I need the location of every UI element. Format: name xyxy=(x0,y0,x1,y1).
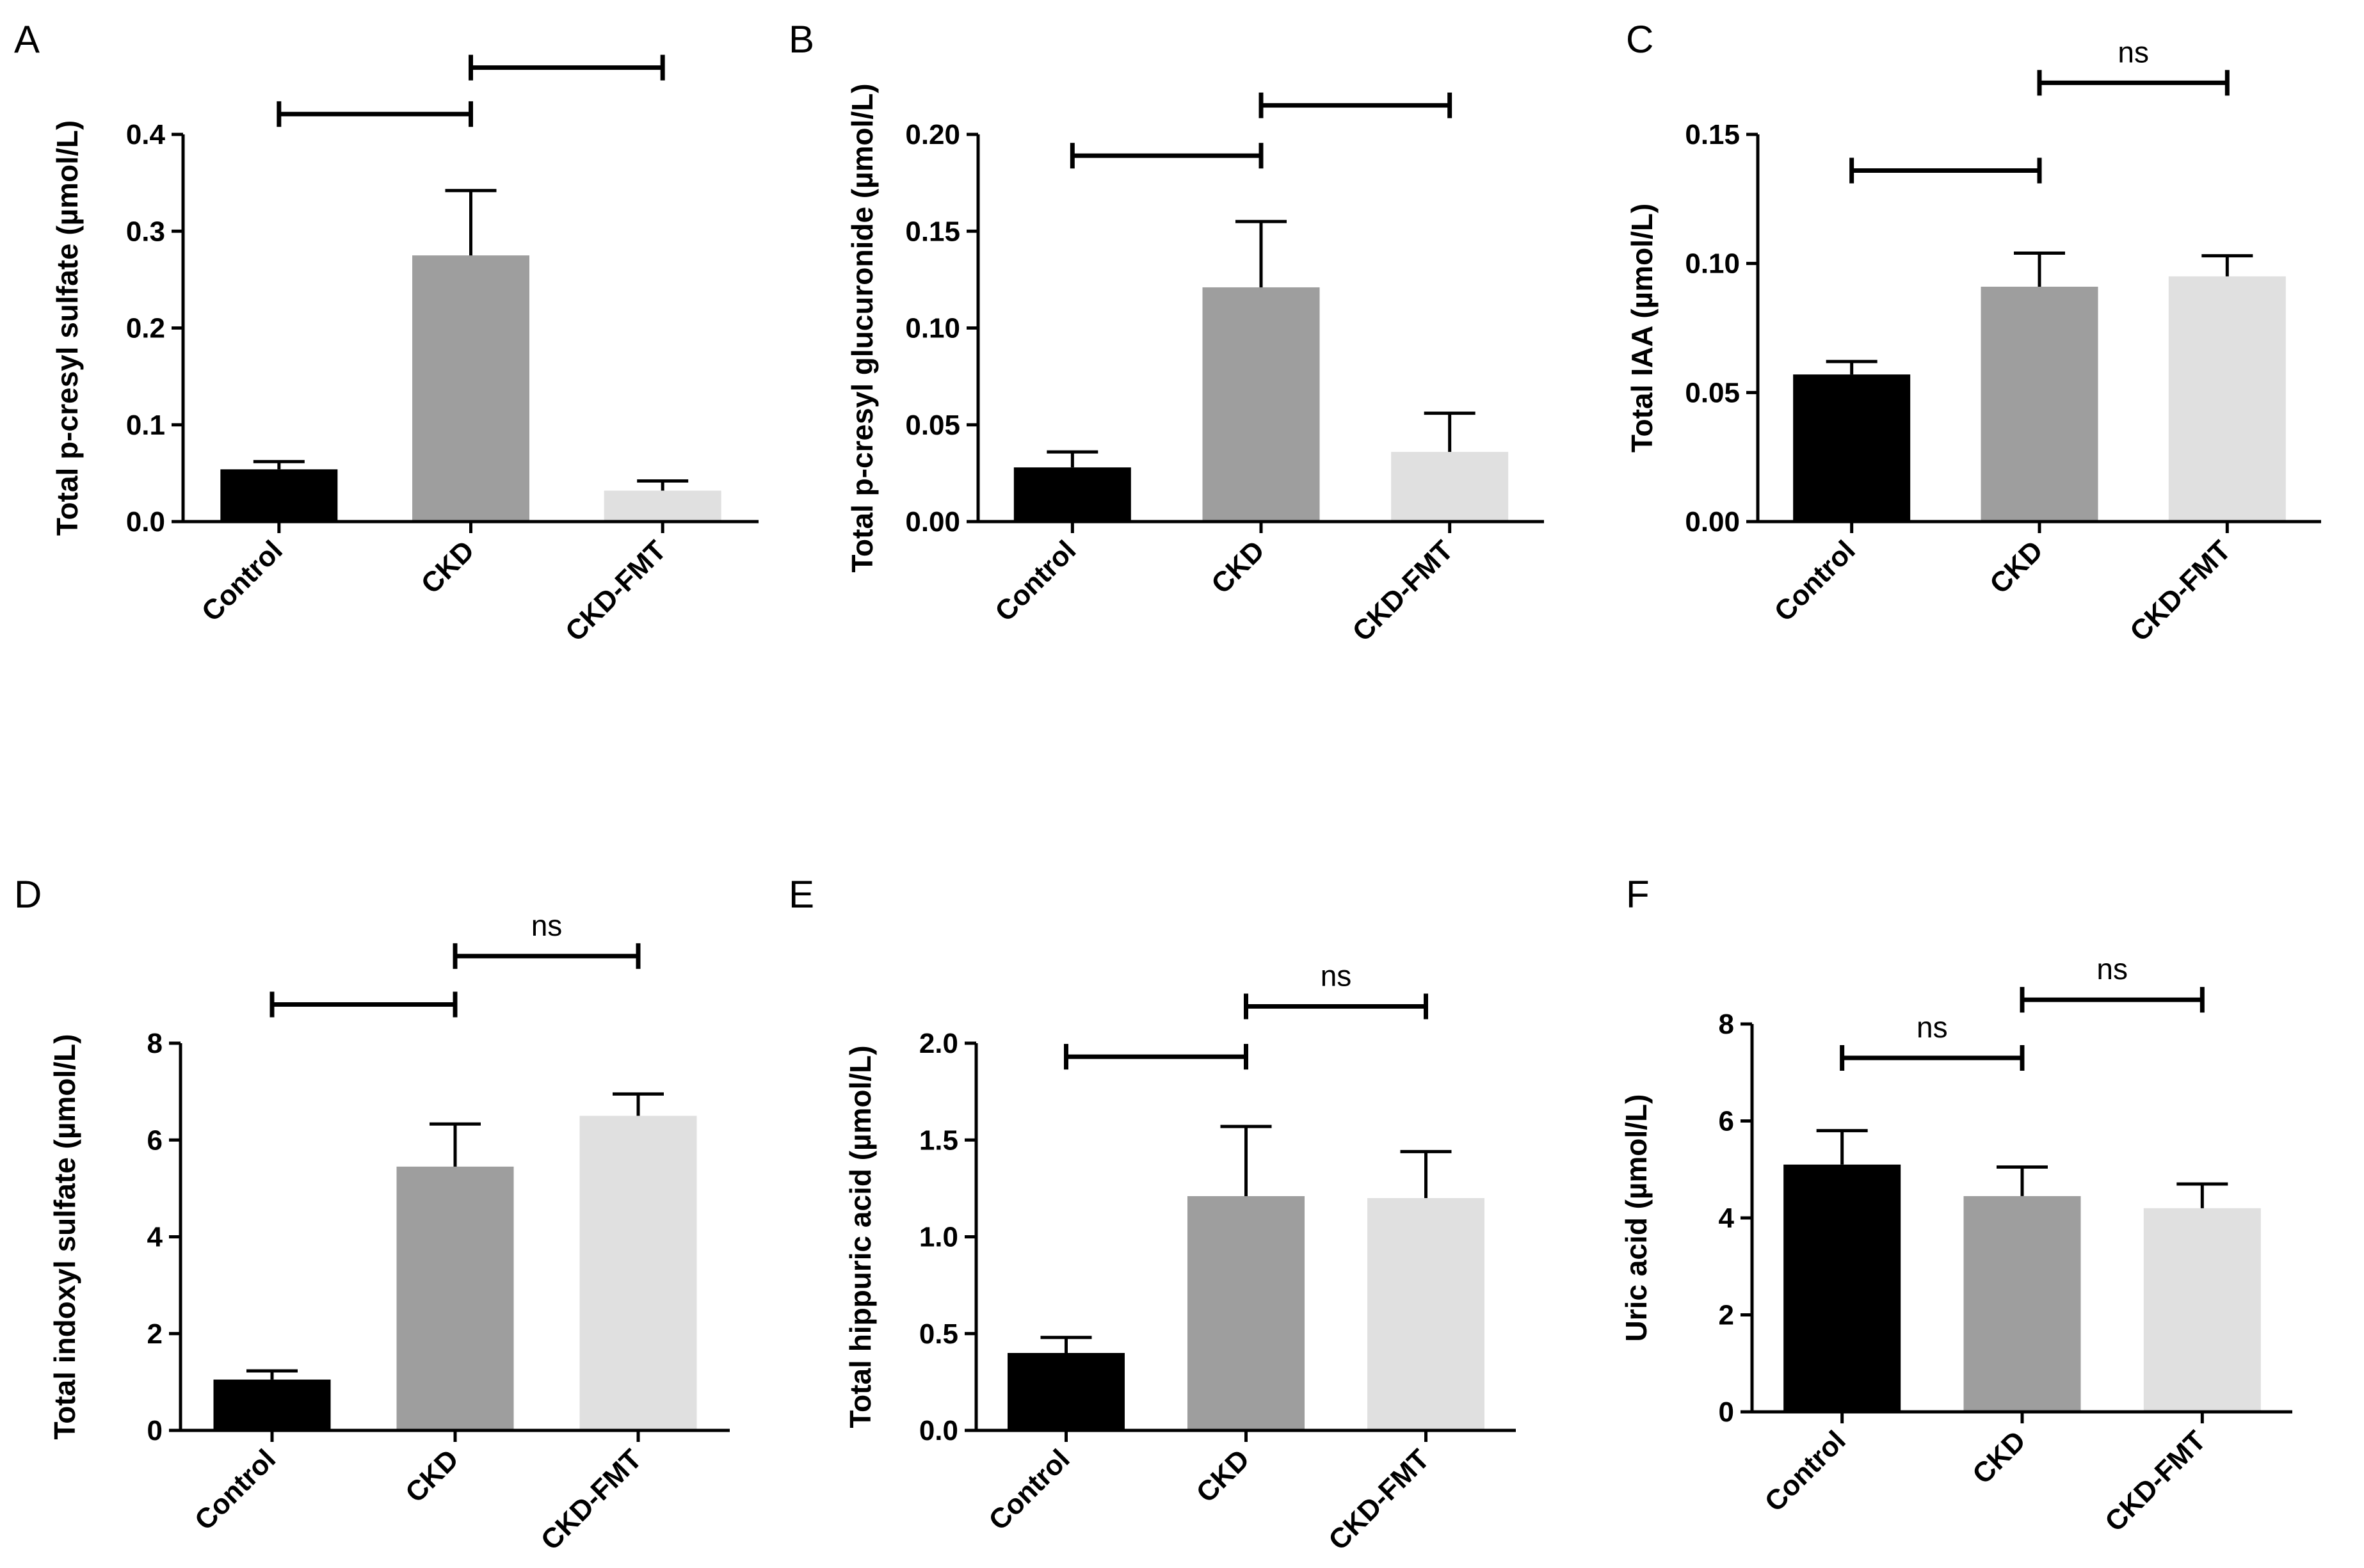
panel-d: D 0 2 4 6 8 Control CKD CKD-FMT Total indoxyl sul… xyxy=(14,873,730,1556)
x-tick-label: Control xyxy=(189,1443,282,1536)
x-tick-label: Control xyxy=(1768,534,1861,627)
y-tick-label: 0.20 xyxy=(905,119,960,150)
x-tick-label: CKD xyxy=(1205,534,1271,600)
y-tick-label: 0.10 xyxy=(1685,248,1740,280)
x-tick-label: CKD-FMT xyxy=(2099,1425,2212,1537)
panel-letter: B xyxy=(789,18,814,61)
bar-control xyxy=(220,469,338,522)
bar-ckd xyxy=(1187,1196,1305,1430)
x-tick-label: CKD-FMT xyxy=(559,534,672,647)
y-axis-title: Total IAA (µmol/L) xyxy=(1625,204,1659,452)
y-tick-label: 6 xyxy=(1719,1106,1734,1137)
x-tick-label: Control xyxy=(196,534,289,627)
y-tick-label: 1.0 xyxy=(919,1222,958,1253)
x-tick-label: CKD-FMT xyxy=(1346,534,1459,647)
bar-control xyxy=(1793,374,1911,522)
x-tick-label: Control xyxy=(1758,1425,1851,1517)
panel-a: A 0.0 0.1 0.2 0.3 0.4 Control CKD CKD-FMT Total p… xyxy=(14,18,759,648)
panel-c: C 0.00 0.05 0.10 0.15 Control CKD CKD-FMT Total … xyxy=(1625,18,2321,648)
bar-ckd xyxy=(396,1166,514,1430)
y-tick-label: 0.4 xyxy=(126,119,166,150)
y-tick-label: 4 xyxy=(147,1222,163,1253)
y-axis-title: Total p-cresyl glucuronide (µmol/L) xyxy=(846,83,879,572)
y-axis-title: Uric acid (µmol/L) xyxy=(1620,1094,1653,1342)
y-tick-label: 0.05 xyxy=(1685,377,1740,408)
significance-label: ns xyxy=(1917,1011,1948,1044)
x-tick-label: CKD xyxy=(1191,1443,1256,1508)
x-tick-label: Control xyxy=(983,1443,1075,1536)
y-tick-label: 2 xyxy=(147,1318,163,1350)
y-tick-label: 0.3 xyxy=(126,216,165,247)
x-tick-label: CKD-FMT xyxy=(535,1443,648,1556)
significance-label: ns xyxy=(531,909,563,942)
bar-ckd-fmt xyxy=(2168,276,2286,522)
bar-ckd xyxy=(1963,1196,2081,1412)
y-axis-title: Total p-cresyl sulfate (µmol/L) xyxy=(51,120,84,536)
x-tick-label: CKD-FMT xyxy=(2124,534,2237,647)
y-tick-label: 2.0 xyxy=(919,1028,958,1059)
bar-control xyxy=(1783,1164,1901,1412)
y-tick-label: 8 xyxy=(147,1028,163,1059)
bar-ckd-fmt xyxy=(1391,452,1509,522)
significance-label: ns xyxy=(2096,952,2128,986)
x-tick-label: Control xyxy=(989,534,1082,627)
y-tick-label: 0.15 xyxy=(1685,119,1740,150)
y-tick-label: 1.5 xyxy=(919,1124,958,1156)
panel-letter: A xyxy=(14,18,40,61)
panel-e: E 0.0 0.5 1.0 1.5 2.0 Control CKD CKD-FMT Total h… xyxy=(789,873,1516,1556)
panel-letter: C xyxy=(1626,18,1653,61)
y-tick-label: 0.00 xyxy=(1685,506,1740,538)
bar-control xyxy=(213,1379,331,1430)
bar-ckd xyxy=(1981,286,2098,522)
significance-label: ns xyxy=(1321,959,1352,993)
x-tick-label: CKD xyxy=(1966,1425,2032,1490)
y-tick-label: 2 xyxy=(1719,1300,1734,1331)
y-tick-label: 8 xyxy=(1719,1009,1734,1040)
y-tick-label: 0.5 xyxy=(919,1318,958,1350)
bar-ckd-fmt xyxy=(2143,1208,2261,1412)
bar-ckd-fmt xyxy=(579,1116,697,1430)
bar-ckd xyxy=(1202,287,1320,522)
y-tick-label: 0.0 xyxy=(919,1415,958,1446)
x-tick-label: CKD xyxy=(399,1443,465,1508)
y-tick-label: 0.1 xyxy=(126,410,165,441)
y-tick-label: 0 xyxy=(1719,1396,1734,1428)
y-tick-label: 0.15 xyxy=(905,216,960,247)
x-tick-label: CKD xyxy=(1984,534,2049,600)
significance-label: ns xyxy=(2118,35,2149,68)
bar-control xyxy=(1008,1353,1125,1430)
x-tick-label: CKD-FMT xyxy=(1323,1443,1435,1556)
panel-letter: E xyxy=(789,873,814,916)
bar-ckd-fmt xyxy=(1367,1198,1484,1430)
bar-ckd-fmt xyxy=(604,490,721,522)
bar-control xyxy=(1013,467,1131,522)
panel-f: F 0 2 4 6 8 Control CKD CKD-FMT Uric acid (µmol/L… xyxy=(1620,873,2292,1538)
panel-letter: D xyxy=(14,873,42,916)
y-tick-label: 4 xyxy=(1719,1203,1735,1234)
y-tick-label: 0.0 xyxy=(126,506,165,538)
x-tick-label: CKD xyxy=(415,534,481,600)
y-tick-label: 0.2 xyxy=(126,313,165,344)
y-axis-title: Total indoxyl sulfate (µmol/L) xyxy=(48,1034,81,1440)
panel-b: B 0.00 0.05 0.10 0.15 0.20 Control CKD CKD-FMT To… xyxy=(789,18,1544,648)
y-tick-label: 6 xyxy=(147,1124,163,1156)
y-tick-label: 0.05 xyxy=(905,410,960,441)
y-tick-label: 0.10 xyxy=(905,313,960,344)
panel-letter: F xyxy=(1626,873,1650,916)
bar-ckd xyxy=(412,255,529,522)
y-tick-label: 0 xyxy=(147,1415,163,1446)
y-tick-label: 0.00 xyxy=(905,506,960,538)
y-axis-title: Total hippuric acid (µmol/L) xyxy=(844,1045,877,1428)
